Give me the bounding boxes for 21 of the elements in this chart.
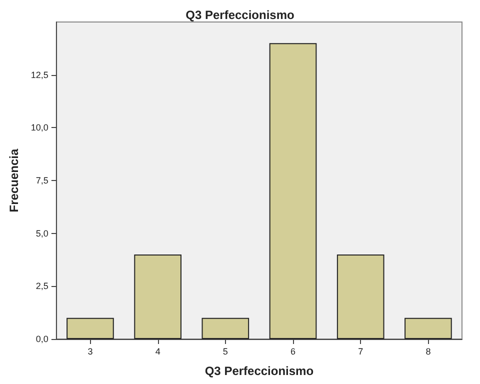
x-tick-label: 5 xyxy=(222,346,228,356)
x-tick-label: 3 xyxy=(88,346,93,356)
x-tick-label: 7 xyxy=(358,346,364,356)
x-tick-label: 4 xyxy=(155,346,160,356)
bar xyxy=(269,43,317,339)
y-axis-title: Frecuencia xyxy=(7,148,21,212)
bar xyxy=(66,318,114,339)
y-tick-label: 0,0 xyxy=(36,334,48,344)
x-tick-label: 6 xyxy=(290,346,296,356)
y-tick-label: 7,5 xyxy=(36,176,48,186)
y-tick-label: 2,5 xyxy=(36,281,48,292)
x-tick-label: 8 xyxy=(426,346,431,356)
bar xyxy=(134,254,182,339)
bar xyxy=(336,254,384,339)
y-tick-label: 5,0 xyxy=(36,228,48,238)
x-axis-title: Q3 Perfeccionismo xyxy=(204,364,314,378)
bar xyxy=(202,318,250,339)
bar xyxy=(404,318,452,339)
y-tick-label: 10,0 xyxy=(30,122,48,133)
chart-title: Q3 Perfeccionismo xyxy=(186,8,294,22)
y-tick-label: 12,5 xyxy=(30,70,48,80)
